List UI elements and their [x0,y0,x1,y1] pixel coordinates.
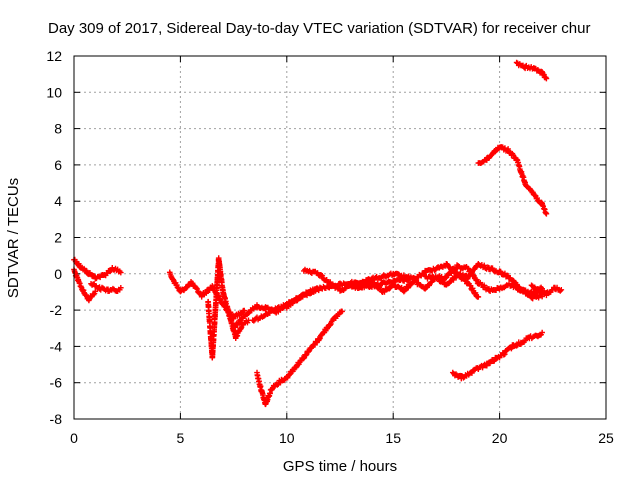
x-tick-label: 20 [492,430,508,446]
data-point [386,285,393,292]
data-point [339,308,345,315]
y-tick-label: -6 [50,375,63,391]
data-point [460,374,467,381]
data-point [236,320,242,326]
data-point [203,290,209,297]
data-point [502,351,508,357]
data-point [557,288,564,294]
grid [74,56,606,419]
data-point [75,260,82,267]
series-arc-13 [513,59,550,82]
y-tick-label: 2 [54,230,62,246]
data-point [327,322,333,328]
data-point [543,75,550,82]
data-point [453,371,459,377]
data-point [539,329,545,336]
y-tick-label: 12 [46,48,62,64]
series-arc-9 [422,262,545,297]
data-point [237,319,243,326]
data-point [316,336,323,342]
series-arc-1b [71,266,99,304]
data-point [475,294,482,300]
x-axis-label: GPS time / hours [283,458,397,475]
data-point [497,268,504,275]
data-point [363,283,369,289]
x-tick-label: 0 [70,430,78,446]
y-tick-label: 4 [54,193,62,209]
data-point [189,280,196,287]
series-arc-3 [205,255,252,361]
data-series [71,59,565,408]
series-arc-1c [88,280,124,295]
data-point [319,272,326,279]
data-point [558,287,565,293]
data-point [448,278,454,284]
chart-title: Day 309 of 2017, Sidereal Day-to-day VTE… [48,20,590,37]
series-arc-1a [71,256,124,282]
data-point [528,282,535,289]
plot-frame [73,55,607,420]
data-point [194,286,200,292]
y-tick-label: 0 [54,266,62,282]
x-tick-label: 15 [385,430,401,446]
data-point [183,284,190,291]
data-point [472,290,479,296]
series-arc-11 [528,282,565,299]
y-axis-label: SDTVAR / TECUs [5,178,22,298]
series-arc-5 [254,308,345,408]
data-point [513,342,520,349]
data-point [543,211,550,217]
axis-ticks: 0 5 10 15 20 25 -8 -6 -4 -2 0 2 4 6 8 10 12 [46,48,614,446]
y-tick-label: 8 [54,121,62,137]
x-tick-label: 25 [598,430,614,446]
x-tick-label: 10 [279,430,295,446]
data-point [469,269,476,275]
y-tick-label: -8 [50,411,63,427]
y-tick-label: 10 [46,84,62,100]
data-point [269,386,275,393]
data-point [505,146,511,152]
data-point [118,269,124,276]
x-tick-label: 5 [177,430,185,446]
data-point [286,372,292,378]
data-point [266,310,273,316]
y-tick-label: -2 [50,302,63,318]
data-point [274,382,281,388]
y-tick-label: 6 [54,157,62,173]
data-point [92,288,99,295]
data-point [232,324,238,331]
series-arc-10 [454,260,545,302]
data-point [118,284,124,291]
data-point [303,352,309,359]
data-point [513,59,520,66]
y-tick-label: -4 [50,338,63,354]
data-point [241,307,248,314]
data-point [193,285,200,291]
data-point [300,355,307,362]
series-arc-12 [475,144,550,217]
data-point [510,152,517,159]
series-arc-14 [449,329,545,382]
